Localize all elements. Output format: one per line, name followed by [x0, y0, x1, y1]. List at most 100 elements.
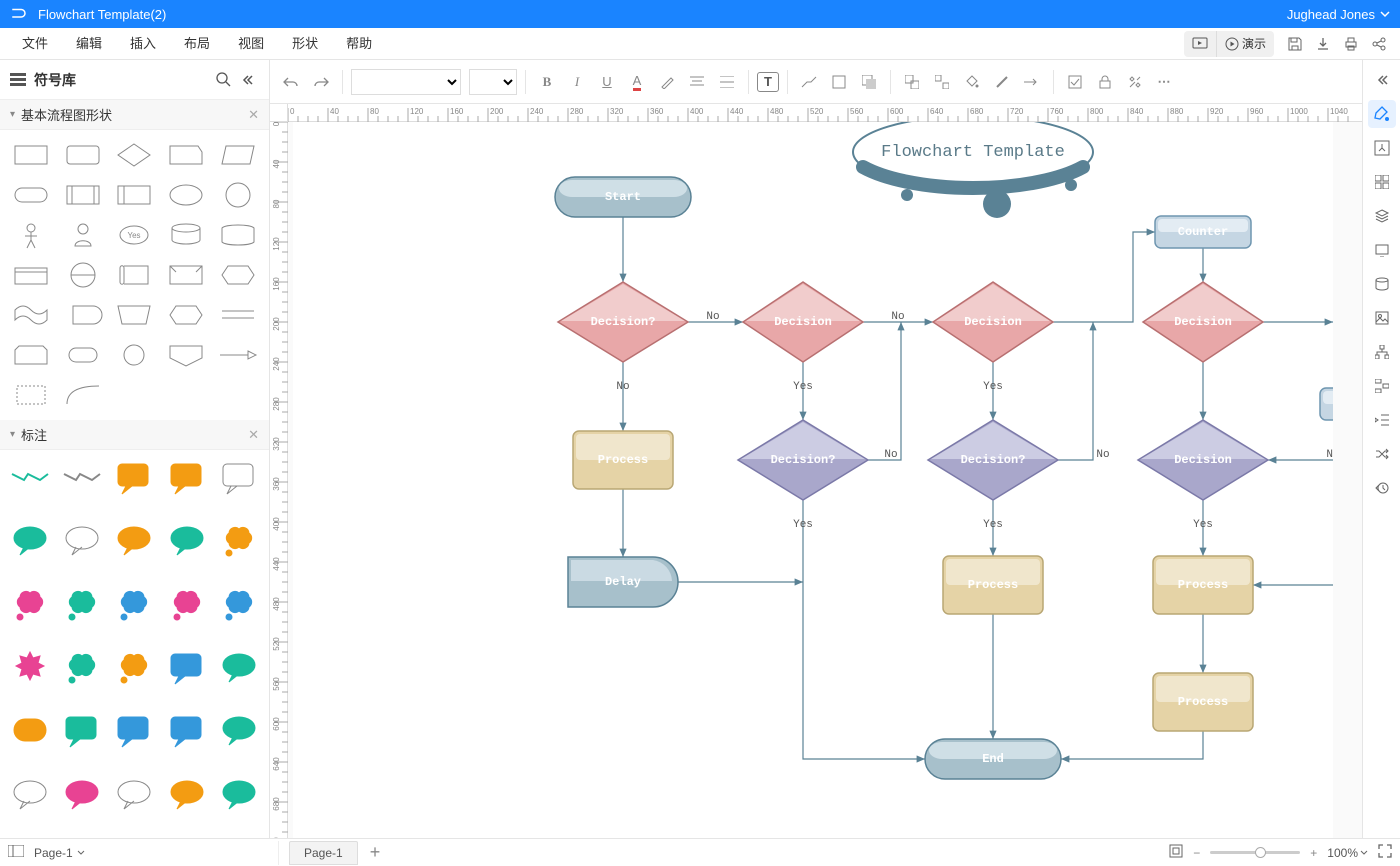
shape-stencil[interactable] — [112, 338, 158, 372]
user-menu[interactable]: Jughead Jones — [1287, 7, 1390, 22]
edge[interactable] — [1061, 731, 1203, 759]
callout-stencil[interactable] — [8, 521, 52, 561]
shape-stencil[interactable] — [8, 258, 54, 292]
shape-stencil[interactable] — [8, 218, 54, 252]
tree-tab[interactable] — [1368, 338, 1396, 366]
fit-view-button[interactable] — [1169, 844, 1183, 861]
node-d1[interactable]: Decision? — [558, 282, 688, 362]
shapes-panel-header[interactable]: ▾ 基本流程图形状 ✕ — [0, 100, 269, 130]
edge[interactable] — [1053, 232, 1155, 322]
download-button[interactable] — [1310, 32, 1336, 56]
undo-button[interactable] — [278, 69, 304, 95]
node-p2[interactable]: Process — [943, 556, 1043, 614]
font-color-button[interactable]: A — [624, 69, 650, 95]
node-d2[interactable]: Decision — [743, 282, 863, 362]
zoom-in-button[interactable]: + — [1310, 846, 1317, 860]
export-tab[interactable] — [1368, 134, 1396, 162]
present-button[interactable]: 演示 — [1217, 31, 1274, 57]
callout-stencil[interactable] — [112, 711, 156, 751]
node-p1[interactable]: Process — [573, 431, 673, 489]
canvas-page[interactable]: Flowchart TemplateNoNoYesYesNoNoYesNoYes… — [293, 122, 1333, 838]
style-tab[interactable] — [1368, 100, 1396, 128]
shape-stencil[interactable] — [60, 138, 106, 172]
underline-button[interactable]: U — [594, 69, 620, 95]
node-delay[interactable]: Delay — [568, 557, 678, 607]
shape-stencil[interactable] — [215, 298, 261, 332]
callout-stencil[interactable] — [165, 648, 209, 688]
font-size-select[interactable] — [469, 69, 517, 95]
callout-stencil[interactable] — [60, 711, 104, 751]
shape-stencil[interactable] — [8, 338, 54, 372]
shape-stencil[interactable] — [60, 178, 106, 212]
add-page-button[interactable]: + — [364, 842, 387, 863]
share-button[interactable] — [1366, 32, 1392, 56]
menu-item[interactable]: 布局 — [170, 28, 224, 60]
slideshow-button[interactable] — [1184, 31, 1217, 57]
shape-stencil[interactable] — [163, 338, 209, 372]
slides-tab[interactable] — [1368, 236, 1396, 264]
collapse-sidebar-button[interactable] — [235, 68, 259, 92]
menu-item[interactable]: 插入 — [116, 28, 170, 60]
menu-item[interactable]: 文件 — [8, 28, 62, 60]
close-icon[interactable]: ✕ — [248, 427, 259, 443]
history-tab[interactable] — [1368, 474, 1396, 502]
layers-tab[interactable] — [1368, 202, 1396, 230]
shape-stencil[interactable] — [215, 138, 261, 172]
close-icon[interactable]: ✕ — [248, 107, 259, 123]
shape-stencil[interactable] — [60, 298, 106, 332]
callout-stencil[interactable] — [217, 521, 261, 561]
grid-tab[interactable] — [1368, 168, 1396, 196]
callout-stencil[interactable] — [112, 521, 156, 561]
shape-shadow-button[interactable] — [856, 69, 882, 95]
edge[interactable] — [1253, 347, 1333, 585]
edge[interactable] — [1058, 322, 1093, 460]
shape-stencil[interactable] — [215, 258, 261, 292]
font-family-select[interactable] — [351, 69, 461, 95]
shape-stencil[interactable] — [215, 218, 261, 252]
node-d5[interactable]: Decision? — [738, 420, 868, 500]
callout-stencil[interactable] — [165, 775, 209, 815]
shape-stencil[interactable] — [163, 258, 209, 292]
shape-stencil[interactable] — [112, 298, 158, 332]
node-counter[interactable]: Counter — [1155, 216, 1251, 248]
callout-stencil[interactable] — [112, 775, 156, 815]
arrow-style-button[interactable] — [1019, 69, 1045, 95]
image-tab[interactable] — [1368, 304, 1396, 332]
random-tab[interactable] — [1368, 440, 1396, 468]
node-d4[interactable]: Decision — [1143, 282, 1263, 362]
callout-stencil[interactable] — [8, 648, 52, 688]
shape-stencil[interactable] — [60, 258, 106, 292]
page-tab[interactable]: Page-1 — [289, 841, 358, 865]
shape-stencil[interactable] — [163, 218, 209, 252]
shape-stencil[interactable] — [60, 378, 106, 412]
callout-stencil[interactable] — [165, 585, 209, 625]
zoom-level[interactable]: 100% — [1327, 846, 1368, 860]
shape-stencil[interactable] — [215, 178, 261, 212]
menu-item[interactable]: 编辑 — [62, 28, 116, 60]
callout-stencil[interactable] — [60, 585, 104, 625]
org-tab[interactable] — [1368, 372, 1396, 400]
callouts-panel-header[interactable]: ▾ 标注 ✕ — [0, 420, 269, 450]
outline-view-button[interactable] — [8, 845, 24, 860]
callout-stencil[interactable] — [60, 521, 104, 561]
line-button[interactable] — [989, 69, 1015, 95]
expand-panel-button[interactable] — [1368, 66, 1396, 94]
callout-stencil[interactable] — [112, 585, 156, 625]
connector-style-button[interactable] — [796, 69, 822, 95]
print-button[interactable] — [1338, 32, 1364, 56]
callout-stencil[interactable] — [60, 458, 104, 498]
zoom-out-button[interactable]: − — [1193, 846, 1200, 860]
callout-stencil[interactable] — [217, 648, 261, 688]
menu-item[interactable]: 形状 — [278, 28, 332, 60]
node-d7[interactable]: Decision — [1138, 420, 1268, 500]
callout-stencil[interactable] — [217, 458, 261, 498]
lock-button[interactable] — [1092, 69, 1118, 95]
shape-stencil[interactable] — [60, 218, 106, 252]
shape-stencil[interactable] — [112, 258, 158, 292]
callout-stencil[interactable] — [165, 521, 209, 561]
shape-stencil[interactable] — [8, 178, 54, 212]
italic-button[interactable]: I — [564, 69, 590, 95]
data-tab[interactable] — [1368, 270, 1396, 298]
highlight-button[interactable] — [654, 69, 680, 95]
callout-stencil[interactable] — [217, 711, 261, 751]
